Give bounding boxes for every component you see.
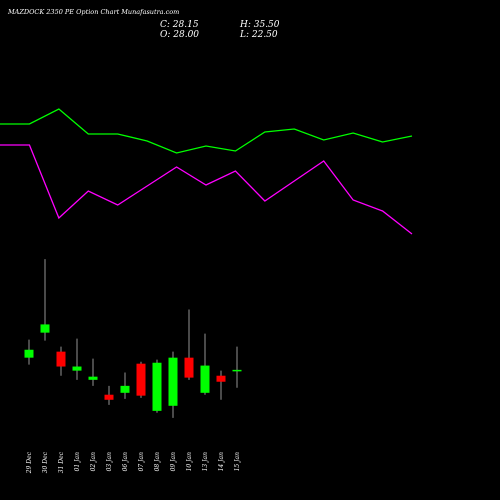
- candle-body: [216, 375, 226, 382]
- candle-body: [88, 376, 98, 380]
- x-tick-label: 08 Jan: [154, 452, 161, 472]
- x-tick-label: 01 Jan: [74, 452, 81, 472]
- candle-body: [72, 366, 82, 371]
- x-tick-label: 09 Jan: [170, 452, 177, 472]
- candle-body: [200, 365, 210, 393]
- x-tick-label: 29 Dec: [26, 451, 33, 474]
- x-tick-label: 14 Jan: [218, 452, 225, 472]
- candle-body: [104, 394, 114, 400]
- indicator-line: [0, 144, 413, 235]
- candle-body: [40, 324, 50, 333]
- candle-body: [56, 351, 66, 367]
- x-tick-label: 03 Jan: [106, 452, 113, 472]
- x-tick-label: 02 Jan: [90, 452, 97, 472]
- x-tick-label: 06 Jan: [122, 452, 129, 472]
- candle-body: [232, 369, 242, 372]
- x-tick-label: 10 Jan: [186, 452, 193, 472]
- candle-body: [152, 362, 162, 411]
- x-tick-label: 13 Jan: [202, 452, 209, 472]
- candle-body: [136, 363, 146, 396]
- ohlc-label: O: 28.00: [160, 30, 199, 40]
- candle-body: [168, 357, 178, 406]
- ohlc-label: H: 35.50: [239, 20, 280, 30]
- x-tick-label: 07 Jan: [138, 452, 145, 472]
- indicator-line: [0, 108, 413, 154]
- ohlc-label: L: 22.50: [239, 30, 278, 40]
- x-tick-label: 30 Dec: [42, 451, 49, 473]
- chart-title: MAZDOCK 2350 PE Option Chart Munafasutra…: [7, 8, 179, 16]
- ohlc-label: C: 28.15: [160, 20, 199, 30]
- candle-body: [184, 357, 194, 378]
- x-tick-label: 15 Jan: [234, 452, 241, 472]
- candle-body: [24, 349, 34, 358]
- x-tick-label: 31 Dec: [58, 451, 65, 473]
- candle-body: [120, 385, 130, 393]
